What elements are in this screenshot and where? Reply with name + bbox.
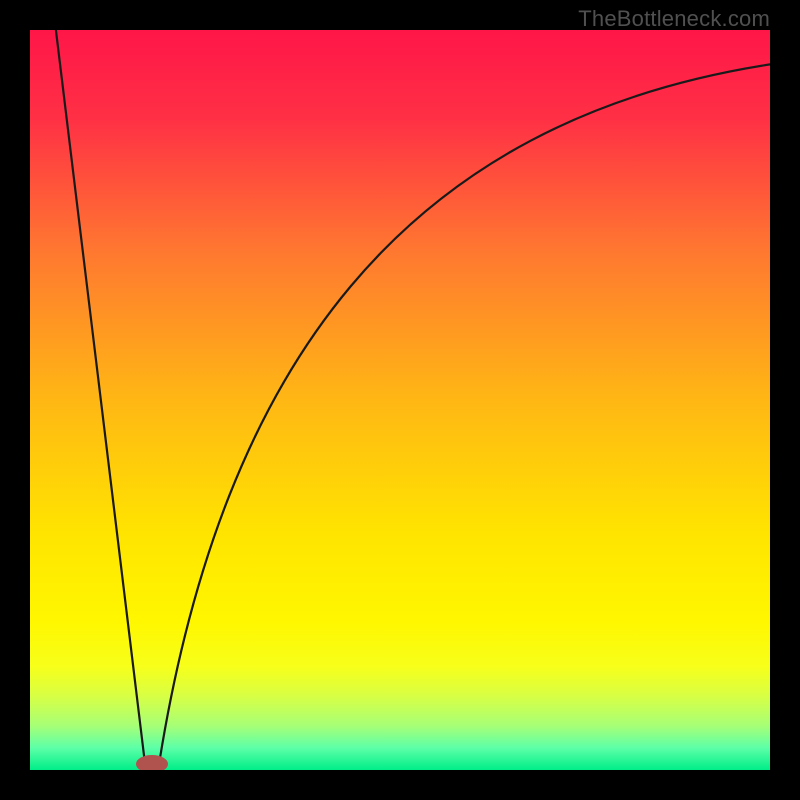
minimum-marker: [136, 755, 168, 770]
v-curve: [56, 30, 770, 761]
plot-area: [30, 30, 770, 770]
chart-container: TheBottleneck.com: [0, 0, 800, 800]
watermark-text: TheBottleneck.com: [578, 6, 770, 32]
curve-layer: [30, 30, 770, 770]
